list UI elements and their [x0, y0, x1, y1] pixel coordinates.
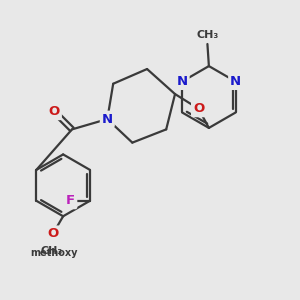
Text: N: N: [230, 75, 241, 88]
Text: N: N: [177, 75, 188, 88]
Text: O: O: [193, 102, 204, 115]
Text: F: F: [66, 194, 75, 207]
Text: O: O: [49, 105, 60, 118]
Text: methoxy: methoxy: [31, 248, 78, 258]
Text: CH₃: CH₃: [196, 31, 218, 40]
Text: N: N: [102, 112, 113, 126]
Text: CH₃: CH₃: [40, 246, 62, 256]
Text: O: O: [47, 227, 58, 240]
